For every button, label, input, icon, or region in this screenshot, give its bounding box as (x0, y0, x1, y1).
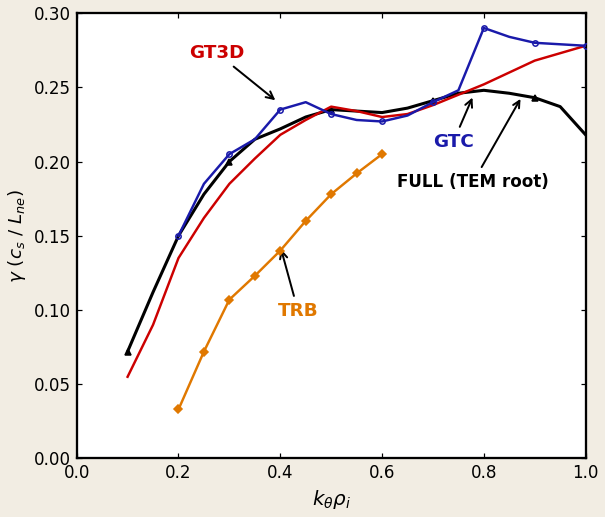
Text: FULL (TEM root): FULL (TEM root) (397, 101, 549, 191)
Text: GTC: GTC (433, 100, 474, 151)
Text: TRB: TRB (278, 251, 318, 320)
Y-axis label: $\gamma\ (c_s\ /\ L_{ne})$: $\gamma\ (c_s\ /\ L_{ne})$ (6, 189, 28, 283)
Text: GT3D: GT3D (189, 43, 273, 99)
X-axis label: $k_{\theta} \rho_i$: $k_{\theta} \rho_i$ (312, 488, 351, 511)
